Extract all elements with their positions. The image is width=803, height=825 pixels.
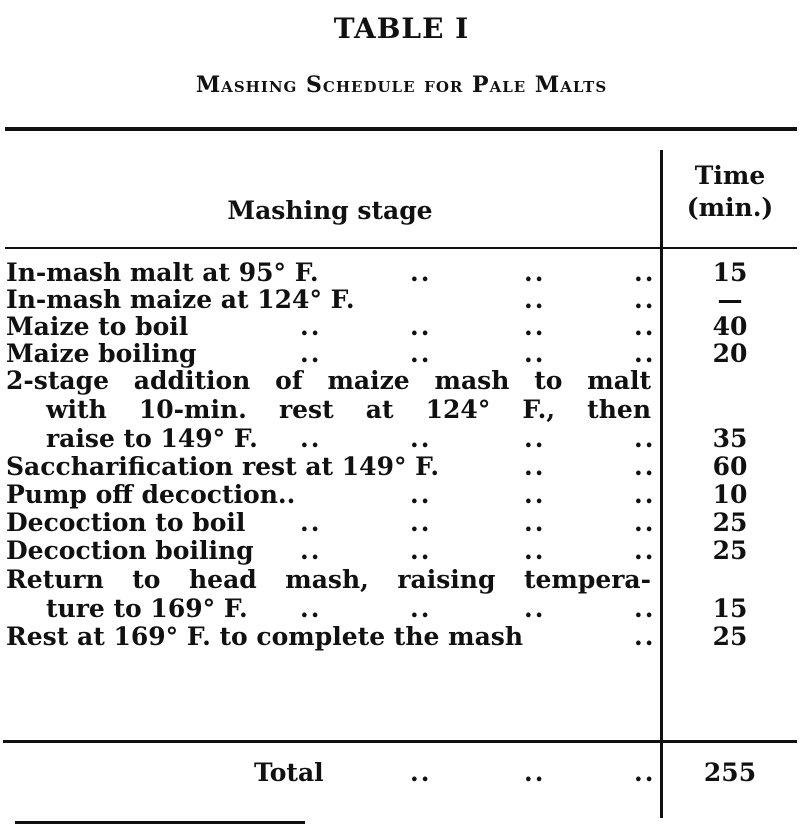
table-title: TABLE I: [333, 12, 470, 45]
table-row: Return to head mash, raising tempera-: [6, 565, 656, 594]
header-time: Time (min.): [665, 160, 795, 224]
header-mashing-stage: Mashing stage: [227, 196, 433, 225]
stage-label-line: with 10-min. rest at 124° F., then: [46, 395, 651, 424]
total-value: 255: [703, 758, 757, 787]
stage-label: Decoction boiling: [6, 536, 254, 565]
time-value: 40: [712, 312, 748, 341]
table-row-continuation: ture to 169° F.: [6, 594, 656, 623]
stage-label: Maize to boil: [6, 312, 189, 341]
stage-label: In-mash malt at 95° F.: [6, 258, 319, 287]
table-row: Saccharification rest at 149° F.: [6, 452, 656, 481]
time-value: 35: [712, 424, 748, 453]
stage-label: Rest at 169° F. to complete the mash: [6, 622, 524, 651]
time-value: 25: [712, 622, 748, 651]
stage-label: Maize boiling: [6, 339, 197, 368]
bottom-rule: [15, 821, 305, 824]
time-value: 15: [712, 594, 748, 623]
header-time-line2: (min.): [686, 193, 774, 222]
table-row: In-mash malt at 95° F.: [6, 258, 656, 287]
header-rule: [5, 247, 797, 249]
top-rule: [5, 127, 797, 131]
time-value: 10: [712, 480, 748, 509]
time-value: 15: [712, 258, 748, 287]
time-value: 60: [712, 452, 748, 481]
stage-label-line: Return to head mash, raising tempera-: [6, 565, 651, 594]
stage-label: In-mash maize at 124° F.: [6, 285, 355, 314]
table-row: Decoction to boil: [6, 508, 656, 537]
time-value: 25: [712, 508, 748, 537]
table-row-continuation: with 10-min. rest at 124° F., then: [6, 395, 656, 424]
time-value: 20: [712, 339, 748, 368]
table-subtitle: Mashing Schedule for Pale Malts: [195, 72, 608, 98]
table-row-continuation: raise to 149° F.: [6, 424, 656, 453]
stage-label-line: ture to 169° F.: [46, 594, 248, 623]
total-label: Total: [254, 758, 324, 787]
time-value: 25: [712, 536, 748, 565]
column-divider: [660, 150, 663, 818]
table-row: Decoction boiling: [6, 536, 656, 565]
table-row: Rest at 169° F. to complete the mash: [6, 622, 656, 651]
table-row: Maize boiling: [6, 339, 656, 368]
stage-label: Decoction to boil: [6, 508, 246, 537]
table-row: 2-stage addition of maize mash to malt: [6, 366, 656, 395]
header-time-line1: Time: [694, 161, 766, 190]
stage-label: Saccharification rest at 149° F.: [6, 452, 440, 481]
stage-label: Pump off decoction..: [6, 480, 296, 509]
total-rule: [3, 740, 797, 743]
table-row: Maize to boil: [6, 312, 656, 341]
stage-label-line: 2-stage addition of maize mash to malt: [6, 366, 651, 395]
table-row: Pump off decoction..: [6, 480, 656, 509]
time-value: —: [717, 285, 743, 314]
table-row: In-mash maize at 124° F.: [6, 285, 656, 314]
stage-label-line: raise to 149° F.: [46, 424, 258, 453]
total-row: Total: [6, 758, 656, 787]
